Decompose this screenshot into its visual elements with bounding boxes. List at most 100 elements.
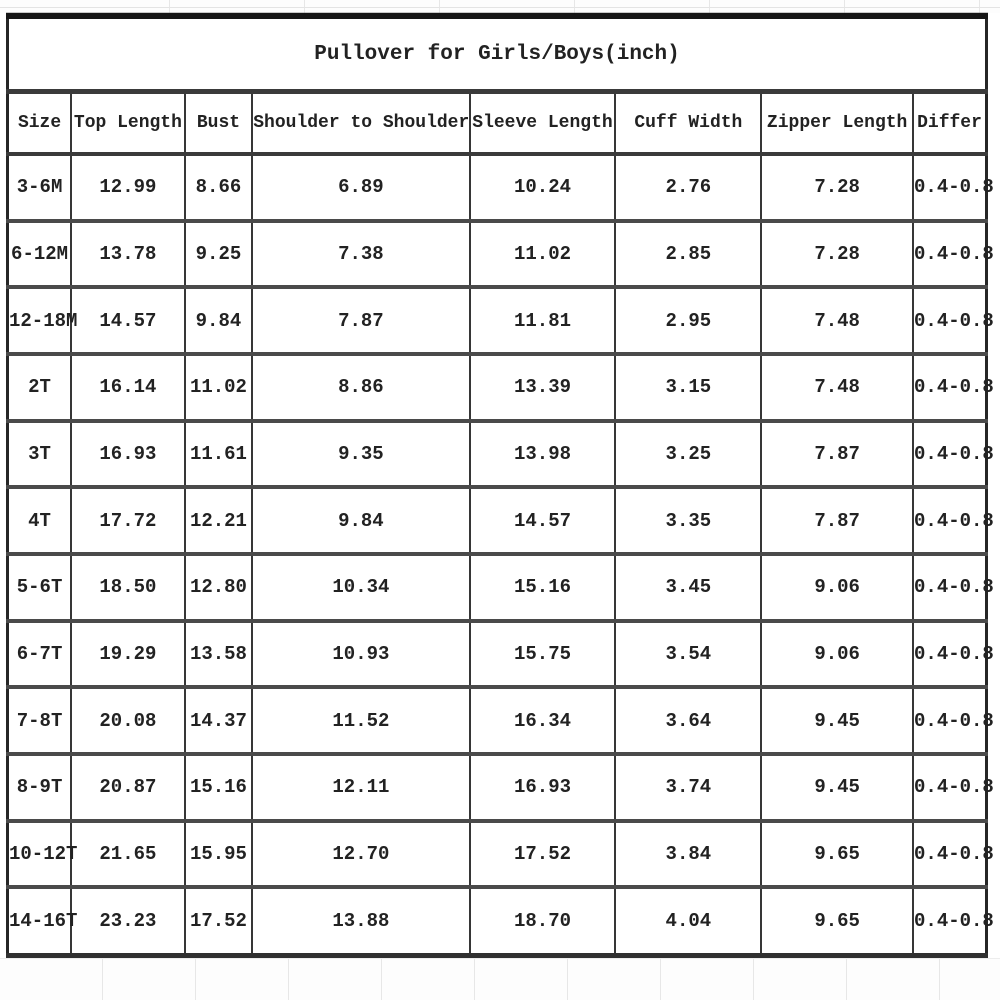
cell-zipper-length: 7.28 (760, 218, 915, 288)
cell-bust: 15.16 (183, 752, 254, 821)
cell-shoulder-to-shoulder: 10.34 (251, 552, 471, 621)
table-row: 10-12T 21.65 15.95 12.70 17.52 3.84 9.65… (6, 818, 994, 888)
cell-sleeve-length: 18.70 (468, 885, 617, 956)
size-chart-table: Pullover for Girls/Boys(inch) Size Top L… (6, 13, 994, 958)
cell-bust: 12.21 (183, 485, 254, 555)
table-body: 3-6M 12.99 8.66 6.89 10.24 2.76 7.28 0.4… (6, 152, 994, 956)
cell-sleeve-length: 11.02 (468, 218, 617, 288)
column-header-bust: Bust (183, 91, 254, 156)
cell-sleeve-length: 15.16 (468, 552, 617, 621)
cell-size: 7-8T (6, 685, 73, 755)
cell-top-length: 13.78 (70, 218, 186, 288)
cell-top-length: 16.93 (70, 418, 186, 488)
cell-zipper-length: 9.65 (760, 818, 915, 888)
cell-shoulder-to-shoulder: 9.84 (251, 485, 471, 555)
cell-shoulder-to-shoulder: 11.52 (251, 685, 471, 755)
cell-differ: 0.4-0.8 (912, 152, 994, 221)
cell-top-length: 18.50 (70, 552, 186, 621)
cell-size: 6-12M (6, 218, 73, 288)
cell-bust: 17.52 (183, 885, 254, 956)
table-row: 3T 16.93 11.61 9.35 13.98 3.25 7.87 0.4-… (6, 418, 994, 488)
cell-top-length: 21.65 (70, 818, 186, 888)
cell-sleeve-length: 16.93 (468, 752, 617, 821)
cell-zipper-length: 9.65 (760, 885, 915, 956)
cell-shoulder-to-shoulder: 9.35 (251, 418, 471, 488)
cell-differ: 0.4-0.8 (912, 418, 994, 488)
table-title: Pullover for Girls/Boys(inch) (7, 16, 987, 94)
cell-sleeve-length: 13.39 (468, 352, 617, 421)
table-row: 6-7T 19.29 13.58 10.93 15.75 3.54 9.06 0… (6, 618, 994, 688)
cell-differ: 0.4-0.8 (912, 218, 994, 288)
cell-sleeve-length: 10.24 (468, 152, 617, 221)
column-header-sleeve-length: Sleeve Length (468, 91, 617, 156)
cell-differ: 0.4-0.8 (912, 485, 994, 555)
cell-size: 3T (6, 418, 73, 488)
cell-bust: 14.37 (183, 685, 254, 755)
cell-top-length: 19.29 (70, 618, 186, 688)
cell-differ: 0.4-0.8 (912, 818, 994, 888)
cell-cuff-width: 3.84 (614, 818, 763, 888)
table-row: 12-18M 14.57 9.84 7.87 11.81 2.95 7.48 0… (6, 285, 994, 355)
table-title-row: Pullover for Girls/Boys(inch) (7, 16, 987, 94)
cell-sleeve-length: 15.75 (468, 618, 617, 688)
cell-bust: 13.58 (183, 618, 254, 688)
table-row: 7-8T 20.08 14.37 11.52 16.34 3.64 9.45 0… (6, 685, 994, 755)
cell-shoulder-to-shoulder: 13.88 (251, 885, 471, 956)
cell-cuff-width: 3.54 (614, 618, 763, 688)
column-header-zipper-length: Zipper Length (760, 91, 915, 156)
column-header-size: Size (6, 91, 73, 156)
cell-shoulder-to-shoulder: 10.93 (251, 618, 471, 688)
cell-bust: 9.25 (183, 218, 254, 288)
cell-zipper-length: 7.48 (760, 352, 915, 421)
cell-differ: 0.4-0.8 (912, 285, 994, 355)
cell-zipper-length: 9.06 (760, 552, 915, 621)
column-header-differ: Differ (912, 91, 988, 156)
cell-top-length: 17.72 (70, 485, 186, 555)
cell-differ: 0.4-0.8 (912, 618, 994, 688)
background-gridlines-bottom (0, 958, 1000, 1000)
cell-top-length: 14.57 (70, 285, 186, 355)
cell-differ: 0.4-0.8 (912, 352, 994, 421)
table-row: 5-6T 18.50 12.80 10.34 15.16 3.45 9.06 0… (6, 552, 994, 621)
table-row: 14-16T 23.23 17.52 13.88 18.70 4.04 9.65… (6, 885, 994, 956)
cell-bust: 15.95 (183, 818, 254, 888)
cell-sleeve-length: 14.57 (468, 485, 617, 555)
cell-zipper-length: 7.48 (760, 285, 915, 355)
background-gridlines-top (0, 0, 1000, 13)
table-row: 2T 16.14 11.02 8.86 13.39 3.15 7.48 0.4-… (6, 352, 994, 421)
cell-zipper-length: 9.45 (760, 685, 915, 755)
cell-shoulder-to-shoulder: 12.11 (251, 752, 471, 821)
cell-cuff-width: 2.95 (614, 285, 763, 355)
cell-top-length: 16.14 (70, 352, 186, 421)
cell-size: 10-12T (6, 818, 77, 888)
cell-cuff-width: 3.64 (614, 685, 763, 755)
table-row: 8-9T 20.87 15.16 12.11 16.93 3.74 9.45 0… (6, 752, 994, 821)
cell-bust: 9.84 (183, 285, 254, 355)
table-header-row: Size Top Length Bust Shoulder to Shoulde… (6, 91, 988, 156)
cell-zipper-length: 9.45 (760, 752, 915, 821)
cell-zipper-length: 7.87 (760, 485, 915, 555)
cell-size: 8-9T (6, 752, 73, 821)
cell-sleeve-length: 17.52 (468, 818, 617, 888)
cell-bust: 11.02 (183, 352, 254, 421)
cell-top-length: 20.08 (70, 685, 186, 755)
table-row: 6-12M 13.78 9.25 7.38 11.02 2.85 7.28 0.… (6, 218, 994, 288)
cell-sleeve-length: 11.81 (468, 285, 617, 355)
cell-cuff-width: 2.85 (614, 218, 763, 288)
cell-size: 3-6M (6, 152, 73, 221)
cell-top-length: 23.23 (70, 885, 186, 956)
table-row: 4T 17.72 12.21 9.84 14.57 3.35 7.87 0.4-… (6, 485, 994, 555)
cell-bust: 12.80 (183, 552, 254, 621)
cell-zipper-length: 7.87 (760, 418, 915, 488)
cell-cuff-width: 3.25 (614, 418, 763, 488)
cell-shoulder-to-shoulder: 7.87 (251, 285, 471, 355)
cell-differ: 0.4-0.8 (912, 685, 994, 755)
cell-top-length: 20.87 (70, 752, 186, 821)
cell-bust: 11.61 (183, 418, 254, 488)
cell-shoulder-to-shoulder: 7.38 (251, 218, 471, 288)
cell-shoulder-to-shoulder: 6.89 (251, 152, 471, 221)
cell-bust: 8.66 (183, 152, 254, 221)
cell-cuff-width: 3.74 (614, 752, 763, 821)
cell-differ: 0.4-0.8 (912, 752, 994, 821)
cell-shoulder-to-shoulder: 12.70 (251, 818, 471, 888)
